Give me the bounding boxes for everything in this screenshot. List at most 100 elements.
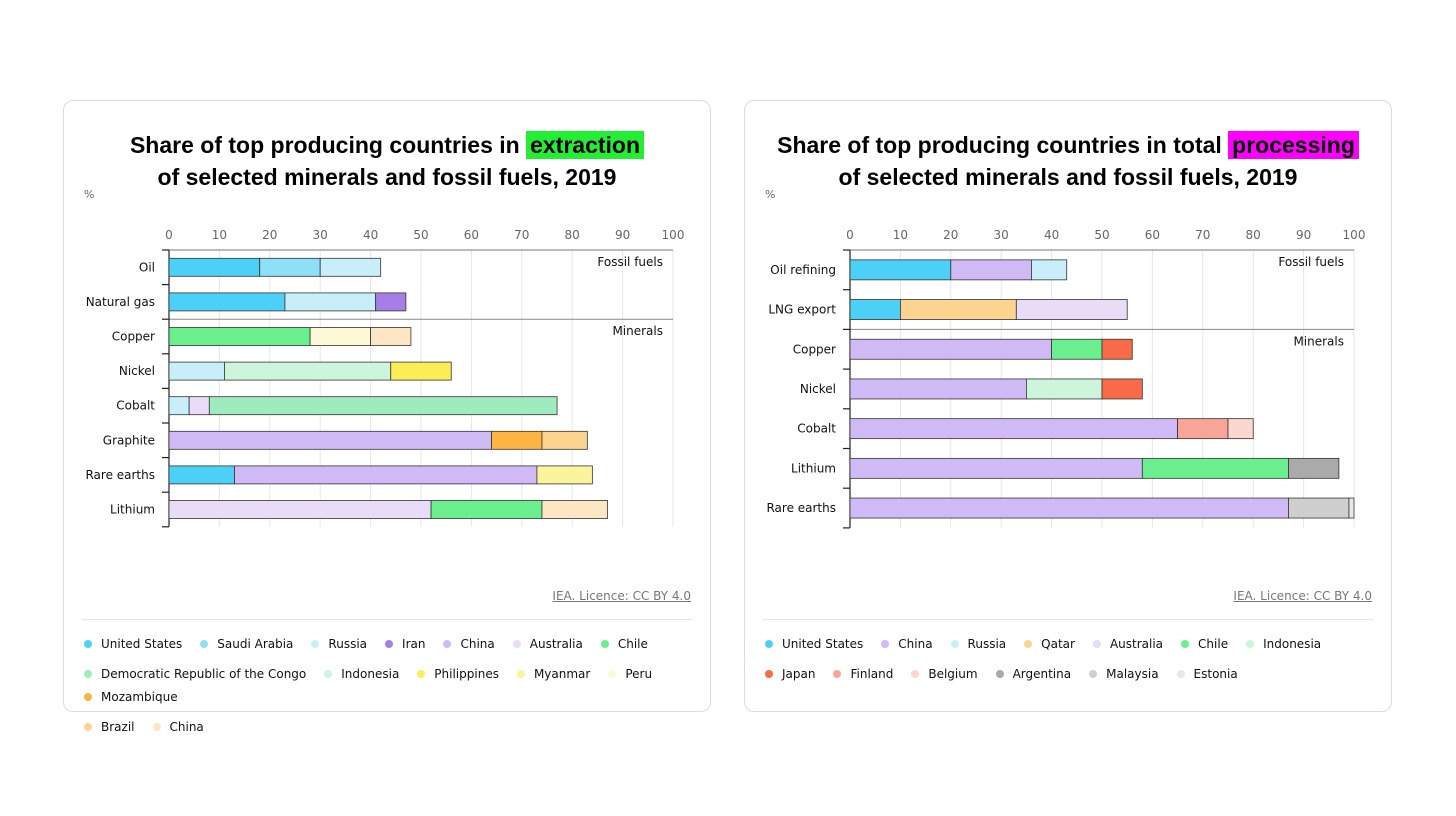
category-label: LNG export — [768, 303, 836, 317]
bar-segment-oil-refining-china — [950, 259, 1032, 281]
legend-item-united-states[interactable]: United States — [765, 636, 863, 652]
legend-item-estonia[interactable]: Estonia — [1176, 666, 1238, 682]
category-label: Rare earths — [85, 468, 155, 482]
bar-segment-copper-chile — [168, 327, 311, 346]
x-tick-label: 50 — [1094, 228, 1109, 242]
bar-segment-natural-gas-united-states — [168, 292, 286, 312]
legend-item-qatar[interactable]: Qatar — [1024, 636, 1075, 652]
legend-swatch — [1089, 670, 1098, 678]
x-tick-label: 70 — [1195, 228, 1210, 242]
legend-label: Argentina — [1012, 667, 1072, 681]
title-line2: of selected minerals and fossil fuels, 2… — [157, 164, 617, 190]
x-tick-label: 40 — [363, 228, 378, 242]
bar-segment-lithium-chile — [1141, 457, 1289, 479]
x-tick-label: 0 — [165, 228, 173, 242]
legend-label: China — [898, 637, 933, 651]
legend-item-mozambique[interactable]: Mozambique — [84, 689, 178, 705]
x-tick-label: 70 — [514, 228, 529, 242]
x-tick-label: 90 — [1296, 228, 1311, 242]
bar-segment-cobalt-finland — [1177, 418, 1229, 440]
chart-legend: United States China Russia Qatar Australia Ch… — [765, 636, 1365, 682]
bar-segment-nickel-philippines — [390, 361, 452, 381]
legend-swatch — [200, 640, 209, 648]
x-tick-label: 10 — [212, 228, 227, 242]
legend-item-myanmar[interactable]: Myanmar — [516, 666, 590, 682]
legend-item-chile[interactable]: Chile — [1181, 636, 1228, 652]
legend-item-brazil[interactable]: Brazil — [84, 719, 135, 735]
legend-swatch — [84, 723, 92, 731]
legend-item-china[interactable]: China — [443, 636, 495, 652]
legend-item-chile[interactable]: Chile — [600, 636, 648, 652]
legend-item-russia[interactable]: Russia — [950, 636, 1007, 652]
legend-label: Philippines — [434, 667, 499, 681]
legend-item-indonesia[interactable]: Indonesia — [1246, 636, 1321, 652]
legend-label: China — [169, 720, 204, 734]
bar-segment-nickel-china — [849, 378, 1027, 400]
title-prefix: Share of top producing countries in tota… — [777, 132, 1222, 158]
bar-segment-oil-united-states — [168, 257, 261, 277]
legend-swatch — [995, 670, 1004, 678]
bar-segment-copper-china — [849, 338, 1053, 360]
bar-segment-nickel-russia — [168, 361, 225, 381]
legend-item-democratic-republic-of-the-congo[interactable]: Democratic Republic of the Congo — [84, 666, 306, 682]
bar-segment-rare-earths-china — [234, 465, 538, 485]
unit-label: % — [765, 188, 776, 201]
legend-item-china[interactable]: China — [152, 719, 204, 735]
legend-item-iran[interactable]: Iran — [385, 636, 425, 652]
legend-item-russia[interactable]: Russia — [311, 636, 367, 652]
x-tick-label: 30 — [313, 228, 328, 242]
legend-label: Mozambique — [101, 690, 178, 704]
group-label: Minerals — [612, 324, 663, 338]
source-link[interactable]: IEA. Licence: CC BY 4.0 — [552, 589, 691, 603]
source-link[interactable]: IEA. Licence: CC BY 4.0 — [1233, 589, 1372, 603]
legend-swatch — [84, 640, 92, 648]
legend-label: Finland — [850, 667, 894, 681]
x-tick-label: 0 — [846, 228, 854, 242]
legend-label: Australia — [529, 637, 583, 651]
bar-segment-rare-earths-myanmar — [536, 465, 593, 485]
legend-item-argentina[interactable]: Argentina — [995, 666, 1072, 682]
legend-swatch — [1092, 640, 1101, 648]
bar-segment-oil-refining-russia — [1031, 259, 1068, 281]
legend-item-japan[interactable]: Japan — [765, 666, 815, 682]
category-label: Copper — [793, 342, 836, 356]
x-tick-label: 100 — [662, 228, 685, 242]
bar-segment-oil-saudi-arabia — [259, 257, 321, 277]
legend-item-finland[interactable]: Finland — [833, 666, 893, 682]
legend-swatch — [512, 640, 521, 648]
bar-segment-copper-chile — [1051, 338, 1103, 360]
legend-swatch — [311, 640, 320, 648]
chart-title: Share of top producing countries in tota… — [745, 129, 1391, 193]
x-tick-label: 90 — [615, 228, 630, 242]
category-label: Oil refining — [770, 263, 836, 277]
legend-item-united-states[interactable]: United States — [84, 636, 182, 652]
bar-chart-plot: 0 10 20 30 40 50 60 70 80 90 100 Fossil fuels Minera… — [85, 228, 685, 528]
legend-swatch — [608, 670, 617, 678]
legend-item-belgium[interactable]: Belgium — [911, 666, 978, 682]
category-label: Oil — [139, 260, 155, 274]
legend-item-australia[interactable]: Australia — [512, 636, 583, 652]
legend-item-indonesia[interactable]: Indonesia — [324, 666, 399, 682]
category-label: Nickel — [119, 364, 155, 378]
bar-segment-cobalt-australia — [188, 396, 210, 416]
legend-swatch — [1176, 670, 1185, 678]
legend-item-peru[interactable]: Peru — [608, 666, 652, 682]
legend-label: Russia — [967, 637, 1007, 651]
category-label: Nickel — [800, 382, 836, 396]
bar-segment-lithium-australia — [168, 500, 432, 519]
legend-swatch — [84, 693, 92, 701]
legend-item-australia[interactable]: Australia — [1092, 636, 1163, 652]
legend-item-china[interactable]: China — [881, 636, 933, 652]
bar-segment-graphite-mozambique — [491, 430, 543, 450]
bar-segment-oil-russia — [319, 257, 382, 277]
bar-segment-rare-earths-malaysia — [1288, 497, 1350, 519]
legend-item-saudi-arabia[interactable]: Saudi Arabia — [200, 636, 293, 652]
legend-item-malaysia[interactable]: Malaysia — [1089, 666, 1159, 682]
x-tick-label: 80 — [565, 228, 580, 242]
category-label: Graphite — [103, 433, 155, 447]
legend-swatch — [881, 640, 890, 648]
legend-swatch — [911, 670, 920, 678]
legend-swatch — [152, 723, 161, 731]
legend-item-philippines[interactable]: Philippines — [417, 666, 499, 682]
legend-label: Brazil — [101, 720, 135, 734]
